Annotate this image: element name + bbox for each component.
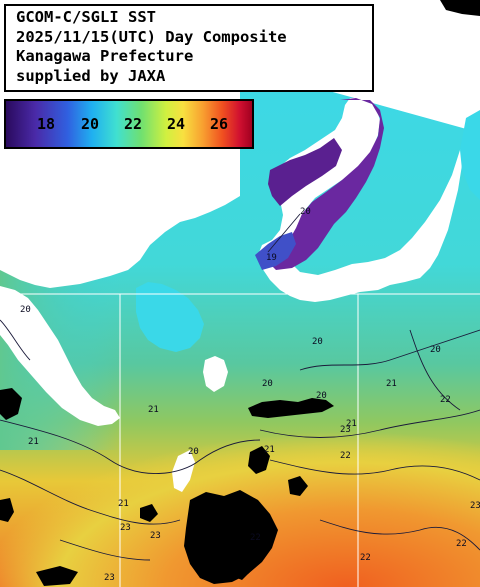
- cloud-blob-1: [248, 446, 270, 474]
- contour-line: [267, 213, 301, 253]
- contour-label: 20: [312, 337, 323, 347]
- colorbar-tick: 26: [209, 115, 229, 133]
- island-south-small: [172, 450, 195, 492]
- cloud-blob-4: [232, 560, 250, 580]
- cloud-blob-3: [140, 504, 158, 522]
- contour-line: [319, 519, 480, 551]
- sea-inner-bay-west: [136, 282, 204, 352]
- title-line-region: Kanagawa Prefecture: [16, 47, 194, 65]
- colorbar-tick: 22: [123, 115, 143, 133]
- cloud-cluster-south: [184, 490, 278, 584]
- cloud-blob-2: [288, 476, 308, 496]
- colorbar-tick: 18: [36, 115, 56, 133]
- bay-cold-water: [268, 98, 384, 270]
- title-line-date: 2025/11/15(UTC) Day Composite: [16, 27, 287, 46]
- contour-label: 20: [188, 447, 199, 457]
- contour-label: 21: [28, 437, 39, 447]
- bay-mouth-water: [255, 232, 296, 270]
- contour-label: 22: [360, 553, 371, 563]
- cloud-band-center: [248, 398, 334, 418]
- contour-label: 19: [266, 253, 277, 263]
- title-line-credit: supplied by JAXA: [16, 66, 166, 85]
- contour-label: 22: [440, 395, 451, 405]
- contour-label: 21: [118, 499, 129, 509]
- contour-line: [269, 459, 480, 481]
- contour-lines: [0, 213, 480, 561]
- colorbar-gradient: [6, 101, 252, 147]
- colorbar-tick: 20: [80, 115, 100, 133]
- cloud-corner-ne: [440, 0, 480, 16]
- contour-label: 22: [250, 533, 261, 543]
- contour-line: [409, 329, 461, 411]
- contour-label: 21: [148, 405, 159, 415]
- bay-cold-water-west: [268, 138, 342, 206]
- title-line-product: GCOM-C/SGLI SST: [16, 8, 156, 26]
- contour-labels: 2021222321202021232021222321192020212022…: [20, 207, 480, 583]
- colorbar-ticks: 18 20 22 24 26: [6, 101, 252, 147]
- contour-label: 22: [340, 451, 351, 461]
- title-box: GCOM-C/SGLI SST 2025/11/15(UTC) Day Comp…: [4, 4, 374, 92]
- cloud-blob-sw: [0, 498, 14, 522]
- contour-label: 20: [316, 391, 327, 401]
- contour-line: [0, 469, 181, 525]
- contour-label: 23: [150, 531, 161, 541]
- contour-label: 23: [120, 523, 131, 533]
- cloud-blob-west: [0, 388, 22, 420]
- contour-label: 20: [430, 345, 441, 355]
- lat-lon-grid: [0, 293, 480, 587]
- cloud-blob-bottom: [36, 566, 78, 586]
- contour-line: [299, 329, 480, 371]
- sea-east-inlet: [460, 110, 480, 200]
- contour-label: 21: [346, 419, 357, 429]
- contour-label: 21: [264, 445, 275, 455]
- contour-label: 20: [262, 379, 273, 389]
- contour-label: 23: [104, 573, 115, 583]
- contour-line: [259, 409, 480, 438]
- contour-label: 20: [20, 305, 31, 315]
- contour-label: 23: [340, 425, 351, 435]
- contour-label: 22: [456, 539, 467, 549]
- colorbar: 18 20 22 24 26: [4, 99, 254, 149]
- contour-label: 21: [386, 379, 397, 389]
- colorbar-tick: 24: [166, 115, 186, 133]
- contour-label: 20: [300, 207, 311, 217]
- contour-label: 23: [470, 501, 480, 511]
- contour-line: [59, 539, 151, 561]
- island-small-center: [203, 356, 228, 392]
- land-peninsula-west: [0, 286, 120, 426]
- contour-line: [0, 319, 31, 361]
- contour-line: [0, 419, 261, 474]
